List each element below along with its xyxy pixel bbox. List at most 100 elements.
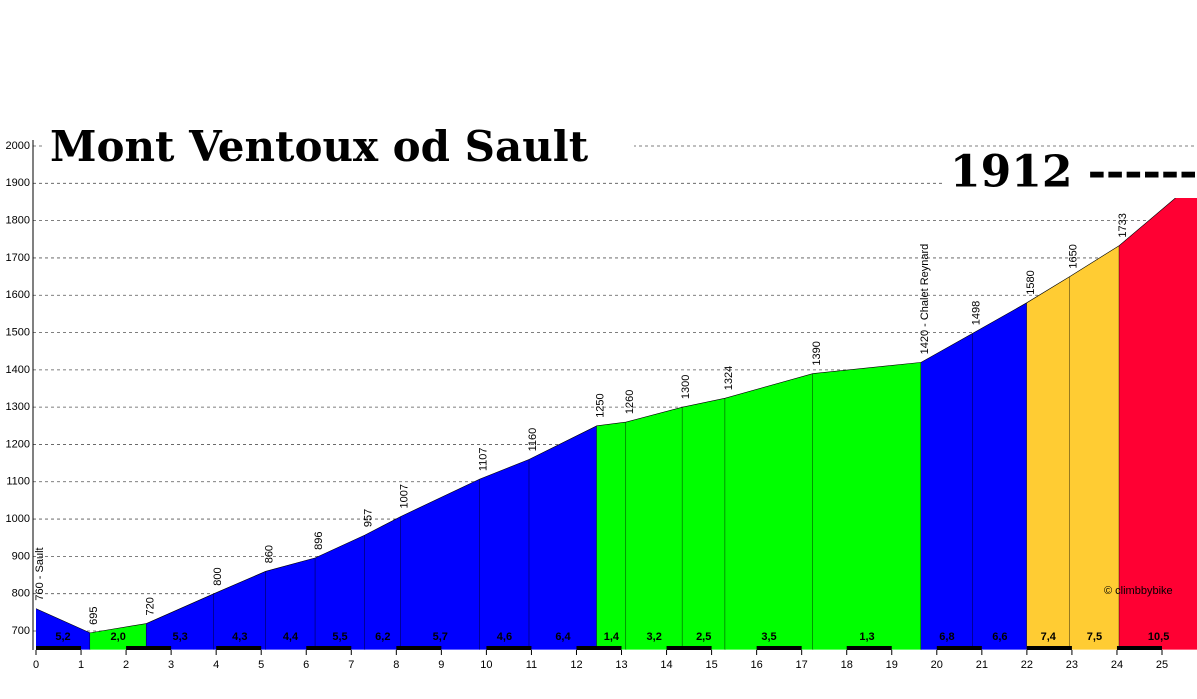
elevation-label: 800 (212, 567, 224, 585)
segment (725, 373, 813, 650)
km-bar (486, 646, 532, 650)
x-tick-label: 2 (123, 659, 129, 671)
summit-label-bg (945, 148, 1197, 198)
segment (146, 593, 214, 650)
elevation-label: 1107 (478, 447, 490, 471)
elevation-label: 1007 (399, 484, 411, 508)
elevation-label: 1324 (723, 366, 735, 390)
grade-label: 7,5 (1087, 631, 1102, 643)
x-tick-label: 11 (526, 659, 537, 671)
x-tick-label: 14 (660, 659, 672, 671)
grade-label: 6,6 (992, 631, 1007, 643)
title-bg (44, 122, 634, 180)
km-bar (126, 646, 172, 650)
x-tick-label: 9 (438, 659, 444, 671)
grade-label: 5,7 (433, 631, 448, 643)
grade-label: 1,4 (604, 631, 620, 643)
km-bar (306, 646, 352, 650)
y-tick-label: 1500 (6, 326, 30, 338)
segment (90, 623, 147, 650)
elevation-label: 1250 (595, 393, 607, 417)
segment (626, 407, 683, 650)
y-tick-label: 700 (12, 625, 30, 637)
segment (1026, 276, 1070, 650)
grade-label: 3,2 (647, 631, 662, 643)
elevation-label: 957 (363, 509, 375, 527)
segment (364, 516, 401, 650)
x-tick-label: 23 (1066, 659, 1078, 671)
x-tick-label: 19 (886, 659, 898, 671)
segment (36, 608, 91, 650)
y-tick-label: 1400 (6, 364, 30, 376)
elevation-label: 1260 (624, 390, 636, 414)
km-bar (396, 646, 442, 650)
segment (400, 479, 480, 650)
y-tick-label: 1200 (6, 438, 30, 450)
y-tick-label: 1100 (6, 476, 30, 488)
y-tick-label: 1900 (6, 177, 30, 189)
x-tick-label: 10 (480, 659, 492, 671)
segment (812, 362, 922, 650)
km-bar (216, 646, 262, 650)
x-tick-label: 3 (168, 659, 174, 671)
segment (213, 571, 266, 650)
x-tick-label: 16 (751, 659, 763, 671)
segment (529, 425, 597, 650)
segment (596, 422, 627, 650)
km-bar (576, 646, 622, 650)
grade-label: 4,6 (497, 631, 512, 643)
km-bar (666, 646, 712, 650)
x-tick-label: 21 (976, 659, 988, 671)
segment (972, 302, 1027, 650)
x-tick-label: 18 (841, 659, 853, 671)
grade-label: 6,8 (939, 631, 954, 643)
y-tick-label: 1700 (6, 252, 30, 264)
grade-label: 5,2 (55, 631, 70, 643)
x-tick-label: 22 (1021, 659, 1033, 671)
elevation-label: 1650 (1068, 244, 1080, 268)
elevation-label: 695 (88, 607, 100, 625)
km-bar (846, 646, 892, 650)
grade-label: 2,5 (696, 631, 711, 643)
km-bar (1026, 646, 1072, 650)
summit-label: 1912 ------ (950, 147, 1197, 198)
km-bar (756, 646, 802, 650)
grade-label: 6,4 (555, 631, 571, 643)
profile-line (35, 179, 1197, 634)
grade-label: 2,0 (111, 631, 126, 643)
y-tick-label: 1800 (6, 215, 30, 227)
watermark: © climbbybike (1104, 585, 1173, 597)
x-tick-label: 5 (258, 659, 264, 671)
x-tick-label: 6 (303, 659, 309, 671)
x-tick-label: 0 (33, 659, 39, 671)
elevation-label: 896 (313, 532, 325, 550)
y-tick-label: 1300 (6, 401, 30, 413)
segment (479, 459, 530, 650)
y-tick-label: 2000 (6, 140, 30, 152)
chart-title: Mont Ventoux od Sault (50, 122, 589, 171)
elevation-label: 720 (144, 597, 156, 615)
elevation-label: 860 (264, 545, 276, 563)
x-tick-label: 8 (393, 659, 399, 671)
grade-label: 1,3 (859, 631, 874, 643)
grade-label: 4,4 (283, 631, 299, 643)
grade-label: 7,4 (1041, 631, 1057, 643)
grade-label: 10,5 (1148, 631, 1169, 643)
x-tick-label: 25 (1156, 659, 1168, 671)
elevation-label: 1390 (811, 341, 823, 365)
elevation-label: 1300 (680, 375, 692, 399)
label-layer: 5,2 2,0 5,3 4,3 4,4 5,5 6,2 5,7 4,6 6,4 1,4 3,2 2,5 3… (34, 147, 1197, 643)
elevation-label: 1420 - Chalet Reynard (919, 244, 931, 355)
km-bar (936, 646, 982, 650)
elevation-label: 1160 (527, 428, 539, 452)
grade-label: 6,2 (375, 631, 390, 643)
grade-label: 3,5 (761, 631, 776, 643)
x-tick-label: 24 (1111, 659, 1123, 671)
x-tick-label: 12 (570, 659, 582, 671)
segment (1119, 179, 1197, 650)
grade-label: 4,3 (232, 631, 247, 643)
x-tick-label: 13 (615, 659, 627, 671)
elevation-label: 1733 (1117, 213, 1129, 237)
grade-label: 5,5 (332, 631, 347, 643)
